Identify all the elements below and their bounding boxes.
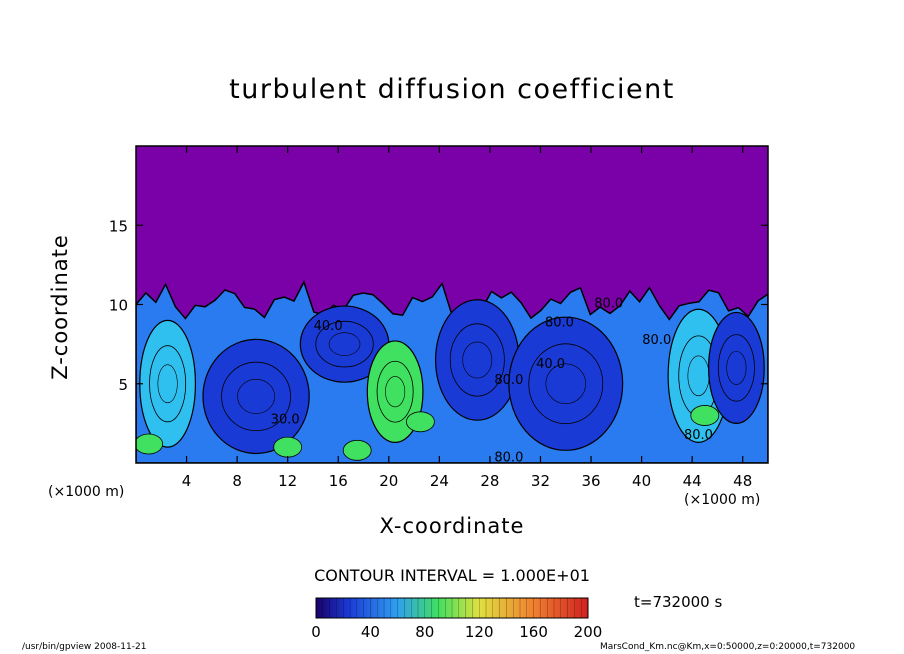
eddy-contour <box>385 376 406 408</box>
contour-label: 30.0 <box>271 412 300 427</box>
eddy-cell <box>139 319 197 448</box>
x-tick-label: 40 <box>632 472 651 490</box>
y-axis-unit: (×1000 m) <box>48 484 125 500</box>
eddy-contour <box>328 332 361 356</box>
x-tick-label: 48 <box>733 472 752 490</box>
high-value-patch <box>690 405 720 426</box>
contour-label: 40.0 <box>314 319 343 334</box>
x-axis-unit: (×1000 m) <box>684 492 761 508</box>
eddy-contour <box>221 361 291 432</box>
eddy-contour <box>545 363 586 405</box>
eddy-cell <box>434 299 520 421</box>
x-tick-label: 28 <box>480 472 499 490</box>
contour-label: 80.0 <box>545 316 574 331</box>
x-tick-label: 36 <box>581 472 600 490</box>
eddy-contour <box>726 350 747 385</box>
colorbar-tick-label: 120 <box>465 623 494 641</box>
x-tick-label: 32 <box>531 472 550 490</box>
colorbar-tick-label: 40 <box>361 623 380 641</box>
eddy-contour <box>449 323 505 397</box>
contour-label: 80.0 <box>642 333 671 348</box>
eddy-contour <box>315 320 374 368</box>
contour-label: 80.0 <box>494 450 523 465</box>
x-tick-label: 20 <box>379 472 398 490</box>
colorbar-tick-label: 200 <box>574 623 603 641</box>
eddy-contour <box>237 379 275 414</box>
contour-label: 80.0 <box>684 428 713 443</box>
eddy-contour <box>528 343 604 425</box>
eddy-contour <box>149 345 187 423</box>
x-axis-label: X-coordinate <box>379 514 525 538</box>
contour-label: 40.0 <box>536 357 565 372</box>
high-value-patch <box>136 433 164 455</box>
eddy-cell <box>707 311 765 424</box>
eddy-cell <box>508 316 624 451</box>
eddy-cell <box>202 338 310 455</box>
contour-interval-text: CONTOUR INTERVAL = 1.000E+01 <box>314 566 590 585</box>
high-value-patch <box>273 436 303 458</box>
y-tick-label: 5 <box>118 376 128 394</box>
y-tick-label: 15 <box>109 217 128 235</box>
high-value-patch <box>405 411 435 433</box>
eddy-contour <box>376 360 414 423</box>
y-tick-label: 10 <box>109 297 128 315</box>
colorbar-tick-label: 80 <box>415 623 434 641</box>
time-label: t=732000 s <box>634 593 723 611</box>
high-value-patch <box>342 439 372 461</box>
y-axis-label: Z-coordinate <box>48 234 72 380</box>
footer-file-info: MarsCond_Km.nc@Km,x=0:50000,z=0:20000,t=… <box>600 642 856 652</box>
eddy-contour <box>462 341 493 379</box>
chart-title: turbulent diffusion coefficient <box>229 74 675 105</box>
x-tick-label: 8 <box>232 472 242 490</box>
contour-label: 80.0 <box>494 373 523 388</box>
colorbar-tick-label: 0 <box>311 623 321 641</box>
eddy-contour <box>157 364 178 404</box>
x-tick-label: 12 <box>278 472 297 490</box>
x-tick-label: 16 <box>329 472 348 490</box>
eddy-contour <box>717 334 755 402</box>
x-tick-label: 24 <box>430 472 449 490</box>
x-tick-label: 44 <box>683 472 702 490</box>
x-tick-label: 4 <box>182 472 192 490</box>
colorbar-tick-label: 160 <box>519 623 548 641</box>
heatmap-field: 40.0 80.0 80.0 40.0 80.0 30.0 80.0 80.0 80.0 <box>136 146 768 465</box>
footer-program-info: /usr/bin/gpview 2008-11-21 <box>22 642 147 652</box>
contour-label: 80.0 <box>594 297 623 312</box>
